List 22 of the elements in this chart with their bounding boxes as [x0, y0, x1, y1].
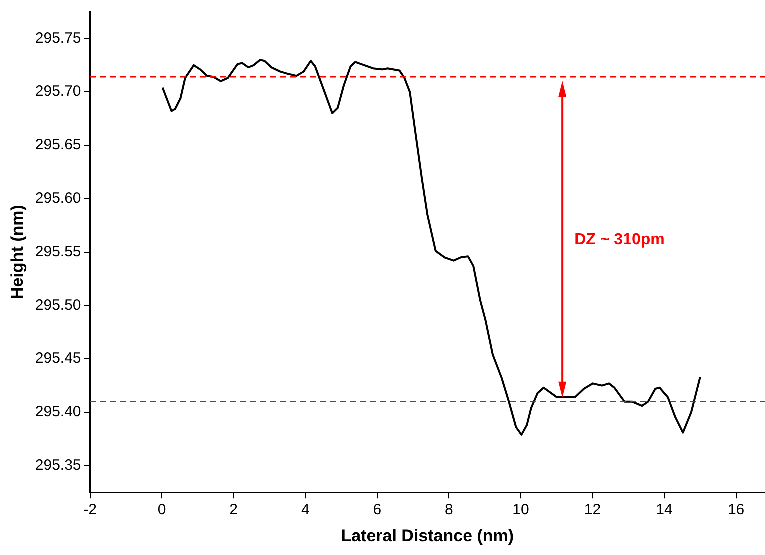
x-tick-label: 16	[728, 502, 745, 519]
x-tick-label: -2	[84, 502, 97, 519]
y-tick-label: 295.35	[35, 457, 82, 474]
x-tick-label: 6	[373, 502, 382, 519]
y-tick-label: 295.65	[35, 136, 82, 154]
y-tick-label: 295.70	[35, 83, 82, 100]
y-tick-label: 295.60	[35, 190, 82, 208]
x-tick-label: 2	[230, 502, 238, 519]
x-tick-label: 8	[445, 502, 454, 519]
y-tick-label: 295.55	[35, 243, 82, 260]
x-tick-label: 0	[158, 502, 166, 519]
x-tick-label: 10	[512, 502, 530, 519]
y-tick-label: 295.40	[35, 404, 82, 421]
y-tick-label: 295.50	[35, 296, 82, 314]
y-tick-label: 295.75	[35, 30, 82, 47]
y-tick-label: 295.45	[35, 350, 82, 368]
annotation: DZ ~ 310pm	[574, 232, 665, 249]
x-axis-title: Lateral Distance (nm)	[341, 526, 514, 546]
x-tick-label: 12	[584, 502, 602, 519]
x-tick-label: 4	[301, 502, 310, 519]
x-tick-label: 14	[656, 502, 673, 519]
y-axis-title: Height (nm)	[8, 205, 27, 300]
